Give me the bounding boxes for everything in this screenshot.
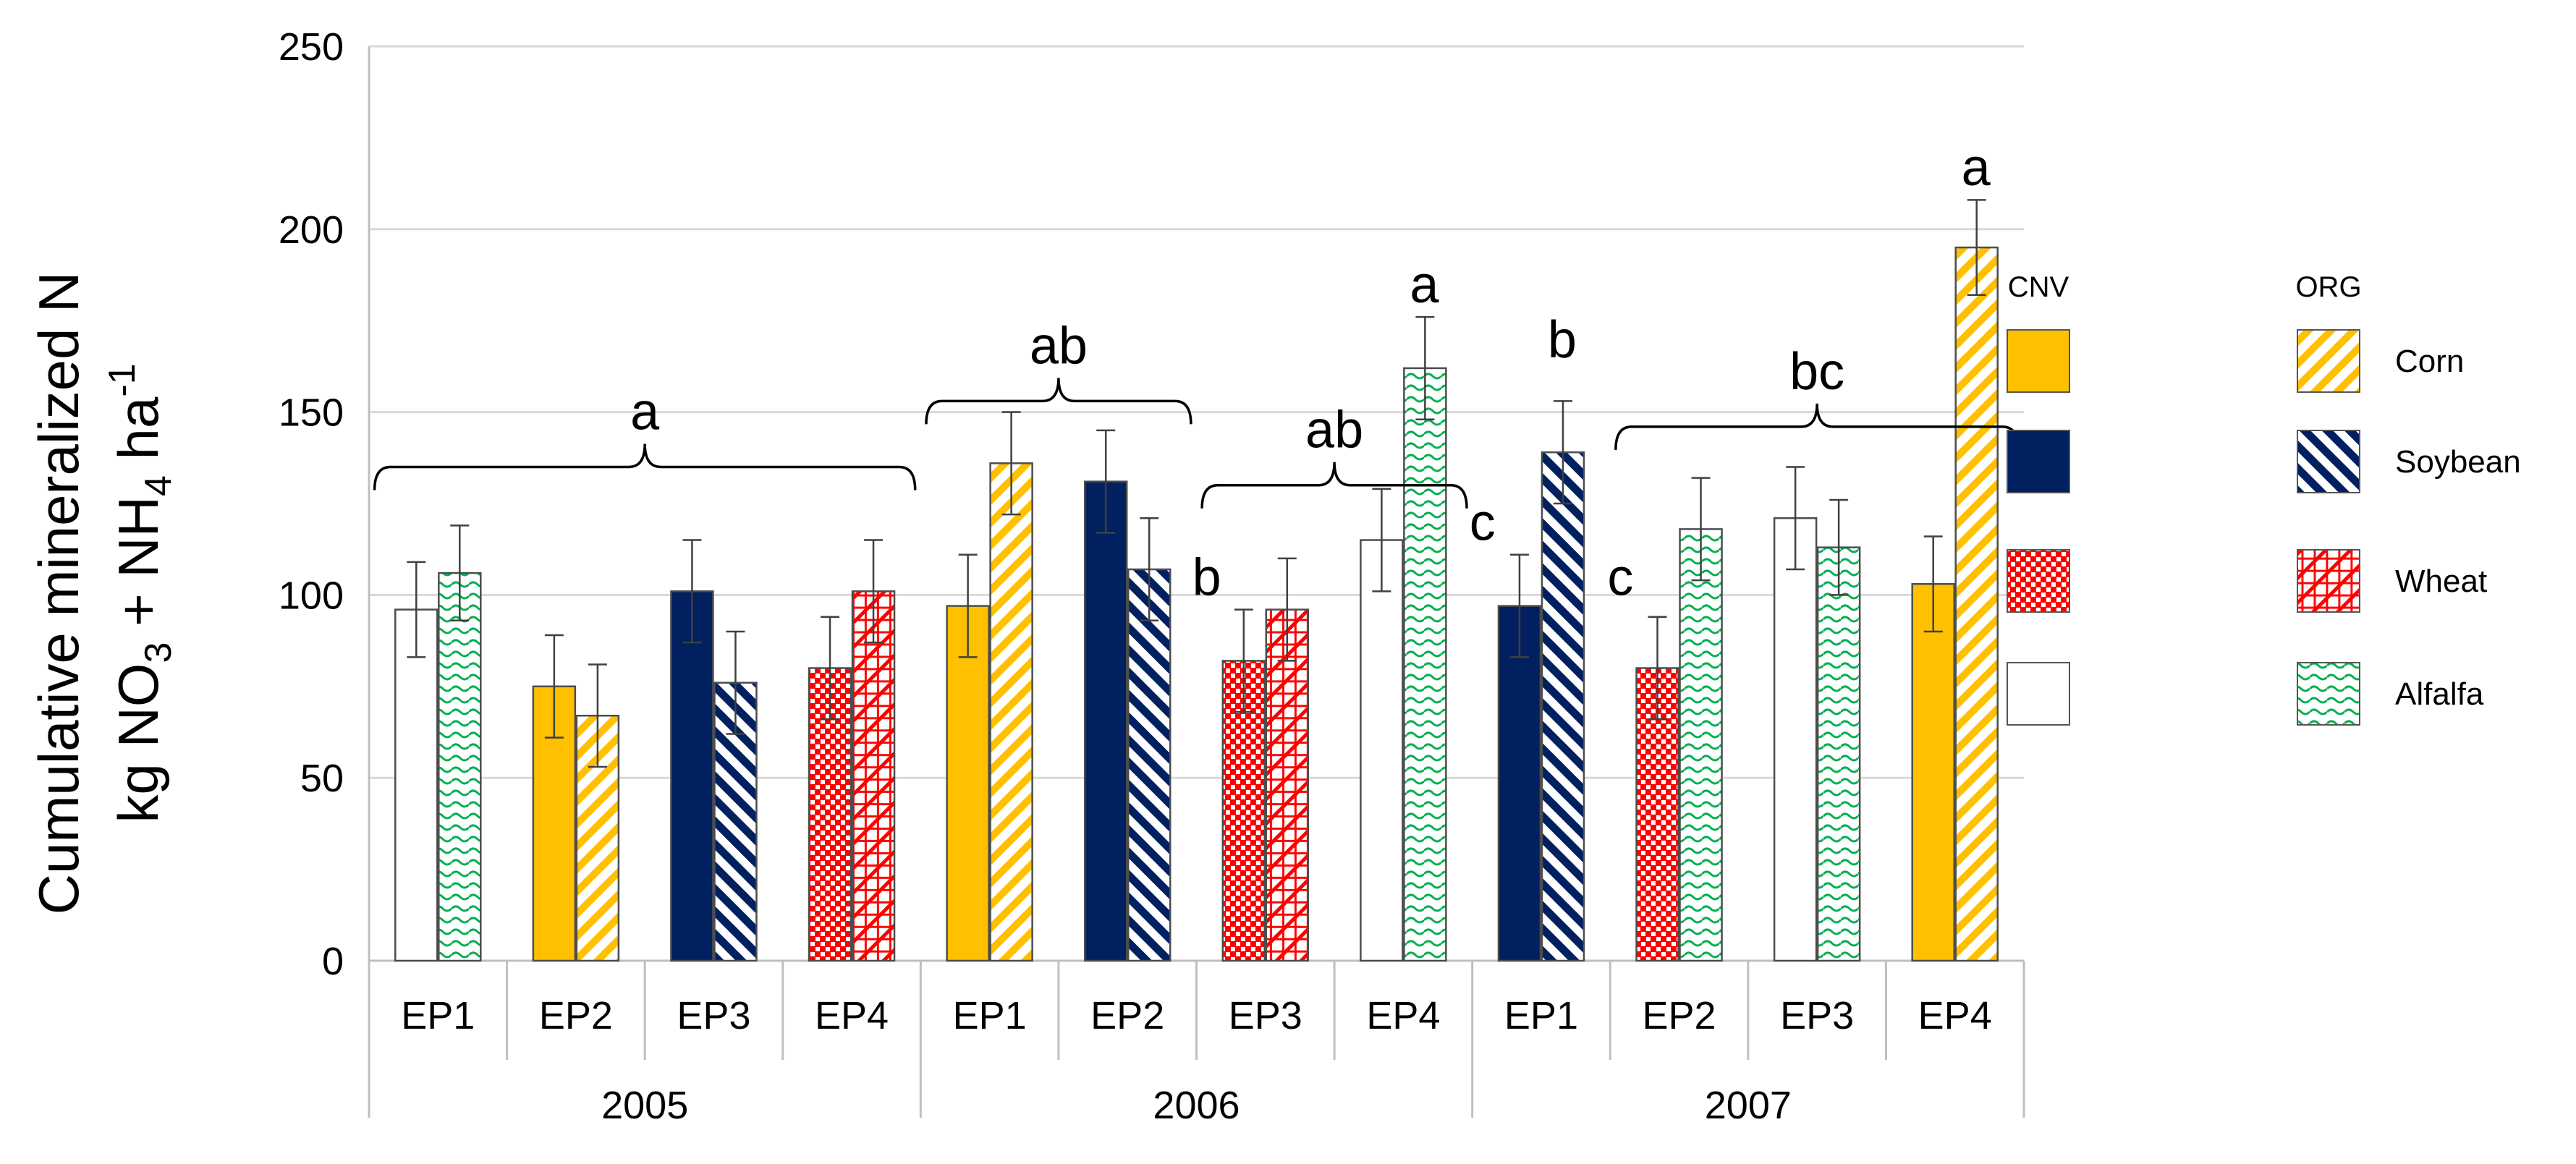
legend-header-cnv: CNV [2008,271,2069,303]
y-tick-label-50: 50 [300,757,344,800]
legend-label-corn: Corn [2395,344,2464,379]
significance-letter-a-9: a [1962,139,1991,197]
significance-letter-a-4: a [1410,256,1439,314]
error-bar-2005-EP4-cnv [821,616,840,721]
bar-2005-EP1-org [438,572,482,962]
error-bar-2007-EP3-cnv [1786,466,1805,571]
legend-label-soybean: Soybean [2395,444,2521,480]
bar-2006-EP4-cnv [1360,539,1404,962]
legend: CNV ORG Corn Soybean Wheat Alfalfa [2007,271,2521,726]
bar-2006-EP3-org [1265,608,1310,962]
error-bar-2007-EP2-org [1691,477,1711,582]
significance-brace-bc-8 [1614,403,2020,450]
error-bar-2005-EP1-org [450,524,470,622]
error-bar-2007-EP4-org [1967,199,1986,297]
x-category-label-2005-EP3: EP3 [677,994,750,1037]
legend-label-alfalfa: Alfalfa [2395,676,2484,712]
error-bar-2007-EP1-org [1553,400,1572,505]
bar-2006-EP1-cnv [946,605,990,962]
bar-2007-EP4-org [1954,246,1999,962]
y-axis-label-line1: Cumulative mineralized N [27,272,90,915]
significance-letter-ab-3: ab [1305,402,1363,459]
bar-2007-EP3-cnv [1773,517,1818,962]
legend-swatch-alfalfa-cnv [2007,662,2070,726]
bar-2006-EP2-org [1127,568,1172,962]
x-category-label-2007-EP2: EP2 [1643,994,1716,1037]
x-category-label-2007-EP3: EP3 [1780,994,1854,1037]
bar-2007-EP2-org [1679,528,1723,962]
legend-swatch-wheat-org [2297,549,2360,613]
error-bar-2006-EP4-org [1415,315,1435,420]
x-year-label-2005: 2005 [601,1084,688,1127]
y-axis-label-line2: kg NO3 + NH4 ha-1 [101,363,179,823]
bar-2006-EP2-cnv [1083,480,1128,962]
significance-letter-b-2: b [1192,548,1221,606]
error-bar-2006-EP2-cnv [1096,429,1116,534]
significance-brace-ab-1 [925,378,1192,425]
significance-letter-c-7: c [1607,548,1633,606]
error-bar-2006-EP3-org [1277,557,1297,662]
legend-swatch-wheat-cnv [2007,549,2070,613]
bar-2005-EP3-cnv [670,590,714,962]
x-category-label-2006-EP2: EP2 [1090,994,1164,1037]
x-year-label-2007: 2007 [1705,1084,1792,1127]
error-bar-2005-EP3-org [726,630,745,735]
bar-2007-EP4-cnv [1911,582,1955,962]
error-bar-2005-EP2-org [588,663,607,768]
error-bar-2007-EP3-org [1829,498,1849,596]
x-category-label-2007-EP1: EP1 [1504,994,1578,1037]
error-bar-2006-EP4-cnv [1372,488,1391,592]
error-bar-2006-EP3-cnv [1234,608,1253,713]
x-category-label-2006-EP1: EP1 [953,994,1027,1037]
error-bar-2005-EP1-cnv [407,561,426,658]
error-bar-2005-EP3-cnv [682,539,702,644]
y-tick-label-0: 0 [322,940,344,983]
x-category-label-2005-EP4: EP4 [815,994,889,1037]
legend-header-org: ORG [2295,271,2361,303]
bar-2005-EP2-cnv [532,685,577,962]
y-tick-label-200: 200 [279,208,344,252]
y-tick-label-100: 100 [279,574,344,617]
axis-layer: 0 50 100 150 200 250 EP1 EP2 EP3 EP4 EP1 EP2 EP3 EP4 E… [279,25,2025,1127]
significance-letter-b-6: b [1548,311,1577,369]
x-category-label-2006-EP4: EP4 [1366,994,1440,1037]
error-bar-2007-EP2-cnv [1648,616,1667,721]
bar-2006-EP4-org [1403,367,1447,962]
x-category-label-2006-EP3: EP3 [1229,994,1302,1037]
significance-letter-c-5: c [1470,494,1496,552]
legend-swatch-alfalfa-org [2297,662,2360,726]
bar-2005-EP4-org [851,590,896,962]
x-year-label-2006: 2006 [1153,1084,1240,1127]
significance-letter-bc-8: bc [1789,343,1844,401]
legend-label-wheat: Wheat [2395,564,2487,599]
x-category-label-2005-EP2: EP2 [539,994,613,1037]
significance-brace-a-0 [373,443,917,490]
error-bar-2006-EP1-org [1001,411,1021,516]
error-bar-2005-EP4-org [864,539,884,644]
bar-2005-EP1-cnv [394,608,438,962]
bar-layer [394,199,1999,962]
bar-2007-EP1-cnv [1497,605,1542,962]
x-category-label-2007-EP4: EP4 [1918,994,1992,1037]
error-bar-2005-EP2-cnv [544,634,564,739]
legend-swatch-corn-org [2297,329,2360,393]
legend-swatch-corn-cnv [2007,329,2070,393]
x-category-label-2005-EP1: EP1 [401,994,475,1037]
error-bar-2007-EP1-cnv [1509,553,1529,658]
bar-2007-EP1-org [1541,451,1585,962]
legend-swatch-soybean-cnv [2007,430,2070,493]
bar-2007-EP3-org [1816,546,1861,962]
significance-letter-ab-1: ab [1030,317,1088,375]
error-bar-2006-EP2-org [1140,517,1159,622]
error-bar-2007-EP4-cnv [1923,535,1943,633]
error-bar-2006-EP1-cnv [958,553,978,658]
legend-swatch-soybean-org [2297,430,2360,493]
significance-brace-ab-3 [1200,462,1468,509]
y-tick-label-250: 250 [279,25,344,69]
bar-2006-EP1-org [989,462,1033,962]
y-tick-label-150: 150 [279,391,344,435]
significance-letter-a-0: a [630,383,660,441]
